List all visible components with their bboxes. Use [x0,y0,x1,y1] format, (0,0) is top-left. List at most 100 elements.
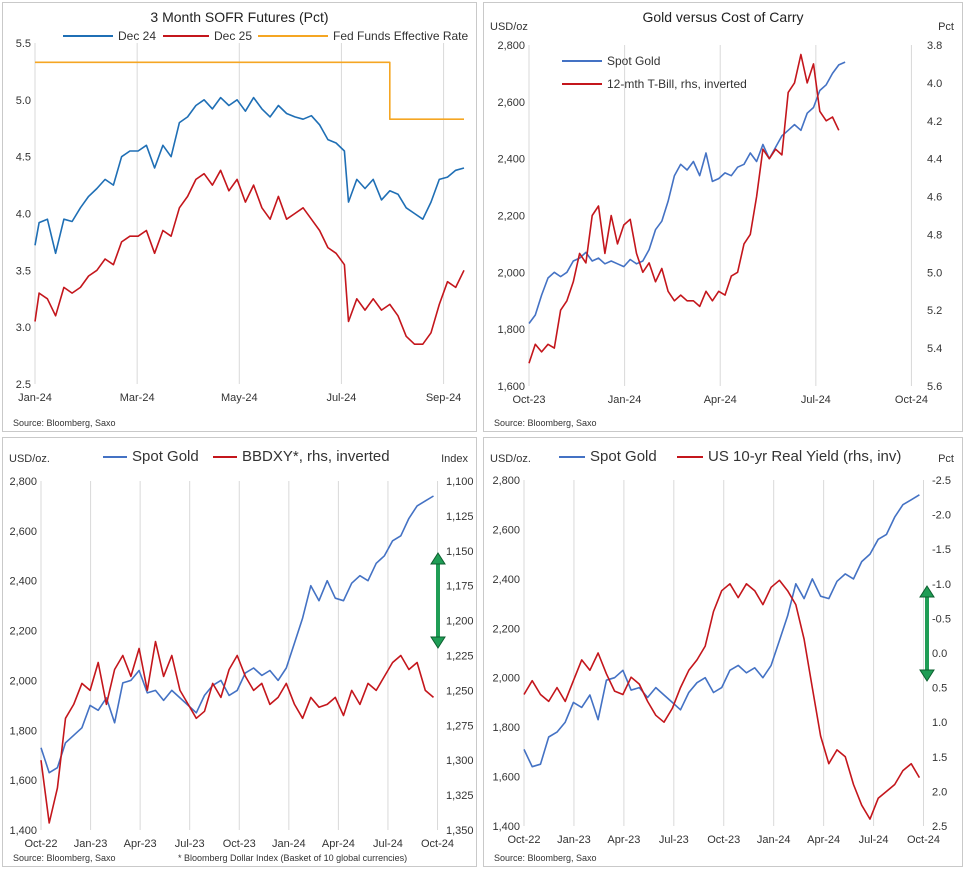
annotation-arrow-head-bottom [430,636,446,649]
legend-label: Fed Funds Effective Rate [333,29,469,43]
y-axis-label-left: USD/oz. [9,453,50,465]
y-tick-label-left: 2,200 [492,623,520,635]
gold-vs-real-yield-chart: Oct-22 Jan-23 Apr-23 Jul-23 Oct-23 Jan-24 Apr-… [490,448,954,863]
y-tick-label-right: 2.5 [932,821,947,833]
y-tick-label-left: 4.5 [16,152,31,164]
x-tick-label: Jan-24 [757,834,791,846]
x-tick-label: Oct-23 [707,834,740,846]
x-tick-label: Oct-24 [421,838,454,850]
x-tick-label: Oct-23 [512,394,545,406]
source-note: Source: Bloomberg, Saxo [494,418,597,428]
y-tick-label-right: 1.5 [932,752,947,764]
y-tick-label-left: 1,800 [497,324,525,336]
y-tick-label-left: 2,600 [9,526,37,538]
y-tick-label-right: 4.6 [927,192,942,204]
y-tick-label-right: -1.5 [932,544,951,556]
y-tick-label-right: 4.2 [927,116,942,128]
x-tick-label: Jul-23 [659,834,689,846]
sofr-futures-chart: Jan-24 Mar-24 May-24 Jul-24 Sep-24 2.5 3.0 3.5 4… [13,9,469,428]
y-tick-label-right: 5.6 [927,381,942,393]
series-line-spot-gold [523,494,920,768]
y-tick-label-left: 2,800 [9,476,37,488]
y-tick-label-right: 0.0 [932,648,947,660]
y-tick-label-right: 3.8 [927,40,942,52]
legend-label: US 10-yr Real Yield (rhs, inv) [708,448,901,465]
x-tick-label: Jul-23 [175,838,205,850]
y-tick-label-right: 1,275 [446,720,474,732]
y-tick-label-left: 2,600 [492,524,520,536]
series-line-us-10-yr-real-yield-rhs-inv- [523,579,921,820]
gold-cost-of-carry-chart-panel: Oct-23 Jan-24 Apr-24 Jul-24 Oct-24 1,600 1,800… [483,2,963,432]
annotation-arrow-head-bottom [919,669,935,682]
y-tick-label-right: 5.0 [927,267,942,279]
x-tick-label: Oct-23 [223,838,256,850]
x-tick-label: May-24 [221,392,258,404]
y-tick-label-right: 1,200 [446,616,474,628]
legend-label: 12-mth T-Bill, rhs, inverted [607,77,747,91]
y-tick-label-right: 1.0 [932,717,947,729]
source-note: Source: Bloomberg, Saxo [494,853,597,863]
series-line-dec-24 [34,96,465,255]
x-tick-label: Oct-22 [24,838,57,850]
x-tick-label: Apr-23 [607,834,640,846]
x-tick-label: Jan-24 [272,838,306,850]
y-tick-label-right: 1,125 [446,511,474,523]
y-tick-label-left: 1,600 [497,381,525,393]
y-tick-label-left: 2,200 [9,626,37,638]
y-tick-label-right: 1,250 [446,685,474,697]
y-tick-label-left: 2,000 [492,673,520,685]
y-tick-label-left: 1,400 [9,825,37,837]
legend-label: Dec 25 [214,29,252,43]
sofr-futures-chart-panel: Jan-24 Mar-24 May-24 Jul-24 Sep-24 2.5 3.0 3.5 4… [2,2,477,432]
x-tick-label: Jan-23 [74,838,108,850]
y-tick-label-left: 2,000 [9,675,37,687]
x-tick-label: Oct-22 [507,834,540,846]
y-tick-label-right: 1,150 [446,546,474,558]
y-tick-label-right: 4.0 [927,78,942,90]
y-tick-label-left: 2.5 [16,379,31,391]
x-tick-label: Apr-24 [807,834,840,846]
y-tick-label-left: 4.0 [16,209,31,221]
y-tick-label-left: 2,200 [497,211,525,223]
y-tick-label-left: 5.5 [16,38,31,50]
y-axis-label-left: USD/oz [490,21,528,33]
x-tick-label: Jul-24 [859,834,889,846]
series-line-bbdxy-rhs-inverted [40,640,435,824]
source-note: Source: Bloomberg, Saxo [13,853,116,863]
y-tick-label-left: 3.5 [16,265,31,277]
legend-label: Dec 24 [118,29,156,43]
y-tick-label-right: 4.8 [927,229,942,241]
y-axis-label-right: Pct [938,21,954,33]
x-tick-label: Apr-24 [322,838,355,850]
x-tick-label: Jan-24 [608,394,642,406]
x-tick-label: Mar-24 [120,392,155,404]
chart-title: 3 Month SOFR Futures (Pct) [150,9,328,25]
x-tick-label: Jan-24 [18,392,52,404]
y-tick-label-right: 1,350 [446,825,474,837]
y-tick-label-right: 1,300 [446,755,474,767]
y-tick-label-left: 2,800 [497,40,525,52]
y-tick-label-left: 2,400 [497,154,525,166]
y-tick-label-left: 2,800 [492,475,520,487]
y-tick-label-right: -1.0 [932,579,951,591]
x-tick-label: Jan-23 [557,834,591,846]
y-tick-label-right: 1,175 [446,581,474,593]
y-tick-label-left: 2,600 [497,97,525,109]
y-tick-label-right: 0.5 [932,683,947,695]
x-tick-label: Apr-23 [124,838,157,850]
y-tick-label-left: 1,400 [492,821,520,833]
y-tick-label-right: 1,325 [446,790,474,802]
y-tick-label-right: -2.5 [932,475,951,487]
x-tick-label: Jul-24 [373,838,403,850]
annotation-arrow-head-top [919,585,935,598]
y-tick-label-right: 4.4 [927,154,942,166]
x-tick-label: Oct-24 [895,394,928,406]
y-tick-label-left: 5.0 [16,95,31,107]
y-tick-label-left: 3.0 [16,322,31,334]
series-line-spot-gold [528,61,846,324]
y-tick-label-right: 5.2 [927,305,942,317]
gold-vs-real-yield-chart-panel: Oct-22 Jan-23 Apr-23 Jul-23 Oct-23 Jan-24 Apr-… [483,437,963,867]
gold-vs-bbdxy-chart: Oct-22 Jan-23 Apr-23 Jul-23 Oct-23 Jan-24 Apr-… [9,448,474,863]
x-tick-label: Jul-24 [326,392,356,404]
y-tick-label-left: 1,600 [9,775,37,787]
